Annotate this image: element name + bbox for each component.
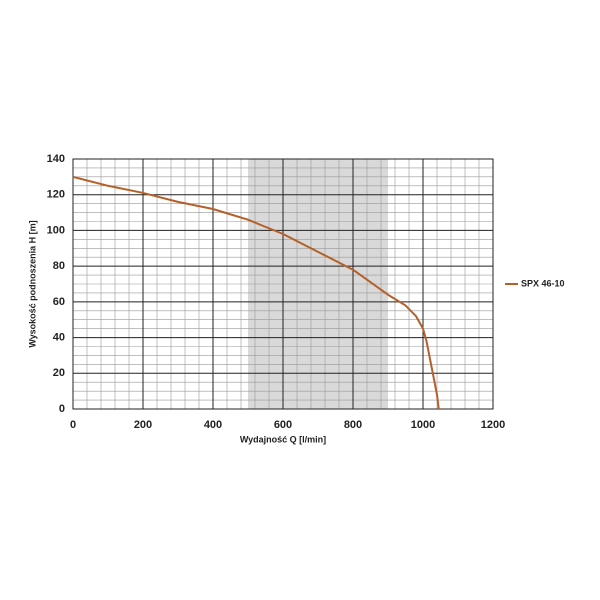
x-tick-label: 400 bbox=[204, 419, 222, 431]
y-tick-label: 120 bbox=[47, 189, 65, 201]
x-tick-label: 1200 bbox=[481, 419, 505, 431]
y-tick-label: 100 bbox=[47, 224, 65, 236]
y-tick-label: 80 bbox=[53, 260, 65, 272]
y-tick-label: 20 bbox=[53, 367, 65, 379]
y-axis-label: Wysokość podnoszenia H [m] bbox=[27, 220, 37, 347]
y-tick-label: 40 bbox=[53, 331, 65, 343]
x-tick-label: 800 bbox=[344, 419, 362, 431]
x-tick-label: 200 bbox=[134, 419, 152, 431]
legend-label: SPX 46-10 bbox=[521, 278, 565, 288]
y-tick-label: 140 bbox=[47, 153, 65, 165]
plot-frame bbox=[72, 158, 494, 410]
x-tick-label: 600 bbox=[274, 419, 292, 431]
x-tick-label: 0 bbox=[70, 419, 76, 431]
x-tick-label: 1000 bbox=[411, 419, 435, 431]
series-line bbox=[72, 175, 440, 410]
y-tick-label: 60 bbox=[53, 296, 65, 308]
y-tick-label: 0 bbox=[59, 403, 65, 415]
x-axis-label: Wydajność Q [l/min] bbox=[240, 434, 326, 444]
